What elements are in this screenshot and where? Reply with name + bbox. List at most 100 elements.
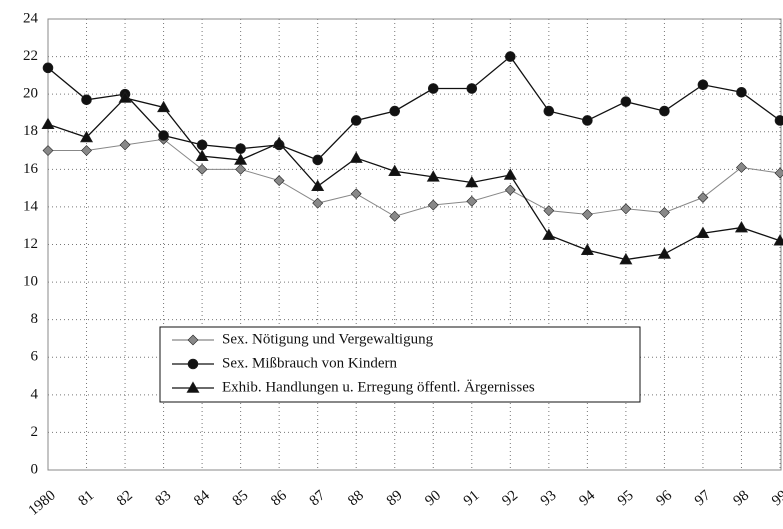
- marker: [195, 149, 209, 161]
- marker: [427, 83, 439, 94]
- marker: [774, 167, 783, 179]
- x-tick-label: 82: [114, 487, 136, 509]
- line: [47, 55, 781, 161]
- x-tick-label: 1980: [26, 487, 59, 519]
- marker: [697, 79, 709, 91]
- marker: [736, 86, 747, 98]
- marker: [234, 153, 248, 165]
- marker: [312, 154, 323, 166]
- marker: [504, 184, 516, 196]
- x-tick-label: 98: [730, 487, 752, 509]
- marker: [389, 105, 401, 117]
- x-tick-label: 92: [499, 487, 521, 509]
- legend-label: Exhib. Handlungen u. Erregung öffentl. Ä…: [222, 378, 535, 395]
- legend-label: Sex. Mißbrauch von Kindern: [222, 355, 397, 371]
- marker: [774, 115, 783, 126]
- marker: [657, 247, 671, 259]
- marker: [196, 139, 208, 151]
- line: [48, 138, 781, 217]
- x-tick-label: 94: [576, 487, 598, 509]
- y-tick-label: 4: [31, 386, 39, 402]
- marker: [389, 210, 401, 222]
- y-tick-label: 6: [31, 349, 39, 365]
- x-tick-label: 89: [384, 487, 406, 509]
- x-tick-label: 97: [692, 487, 714, 509]
- marker: [41, 117, 55, 130]
- marker: [505, 51, 516, 62]
- marker: [187, 334, 199, 346]
- y-tick-label: 20: [23, 86, 38, 102]
- marker: [196, 163, 208, 175]
- marker: [620, 96, 632, 107]
- legend-box: [159, 326, 641, 403]
- marker: [773, 234, 783, 246]
- series: [41, 51, 783, 265]
- legend-label: Sex. Nötigung und Vergewaltigung: [222, 331, 434, 347]
- y-tick-label: 2: [31, 424, 39, 440]
- marker: [466, 195, 478, 207]
- y-tick-label: 14: [23, 198, 39, 214]
- y-tick-label: 10: [23, 274, 38, 290]
- marker: [466, 83, 478, 94]
- marker: [349, 151, 363, 163]
- marker: [272, 136, 286, 148]
- marker: [158, 130, 169, 141]
- y-tick-label: 8: [31, 311, 39, 327]
- marker: [312, 197, 324, 209]
- y-tick-label: 22: [23, 48, 38, 64]
- x-tick-label: 84: [191, 487, 213, 509]
- x-tick-label: 99: [769, 487, 783, 509]
- x-tick-label: 91: [461, 487, 483, 509]
- marker: [119, 139, 131, 151]
- marker: [80, 130, 94, 143]
- x-tick-label: 95: [615, 487, 637, 509]
- marker: [311, 179, 325, 192]
- marker: [581, 209, 593, 220]
- marker: [235, 163, 247, 175]
- marker: [350, 188, 362, 200]
- marker: [350, 115, 362, 126]
- marker: [696, 226, 710, 239]
- marker: [42, 62, 54, 74]
- x-tick-label: 86: [268, 487, 290, 509]
- marker: [542, 228, 556, 240]
- y-tick-label: 16: [23, 161, 39, 177]
- y-tick-label: 24: [23, 10, 39, 26]
- marker: [736, 162, 747, 173]
- legend: Sex. Nötigung und Vergewaltigung Sex. Miß…: [159, 326, 641, 403]
- x-tick-label: 90: [422, 487, 444, 509]
- marker: [503, 168, 517, 180]
- marker: [659, 105, 670, 117]
- marker: [543, 205, 555, 217]
- marker: [81, 145, 92, 156]
- marker: [734, 220, 748, 233]
- marker: [580, 243, 594, 255]
- marker: [697, 192, 709, 203]
- y-tick-label: 0: [31, 461, 39, 477]
- marker: [388, 164, 402, 177]
- marker: [619, 252, 633, 265]
- marker: [620, 203, 632, 215]
- marker: [426, 170, 440, 182]
- marker: [157, 100, 171, 113]
- x-tick-label: 93: [538, 487, 560, 509]
- marker: [186, 381, 200, 393]
- y-tick-label: 18: [23, 123, 38, 139]
- marker: [81, 94, 92, 106]
- x-tick-label: 83: [153, 487, 175, 509]
- marker: [543, 105, 555, 117]
- marker: [235, 143, 246, 154]
- marker: [658, 207, 670, 218]
- x-tick-label: 87: [307, 487, 329, 509]
- marker: [465, 175, 479, 188]
- line: [47, 97, 781, 261]
- x-tick-label: 96: [653, 487, 675, 509]
- x-tick-label: 88: [345, 487, 367, 509]
- y-tick-label: 12: [23, 236, 38, 252]
- marker: [273, 175, 285, 187]
- marker: [427, 199, 439, 211]
- marker: [42, 145, 54, 156]
- x-tick-label: 81: [76, 487, 98, 509]
- marker: [118, 91, 132, 103]
